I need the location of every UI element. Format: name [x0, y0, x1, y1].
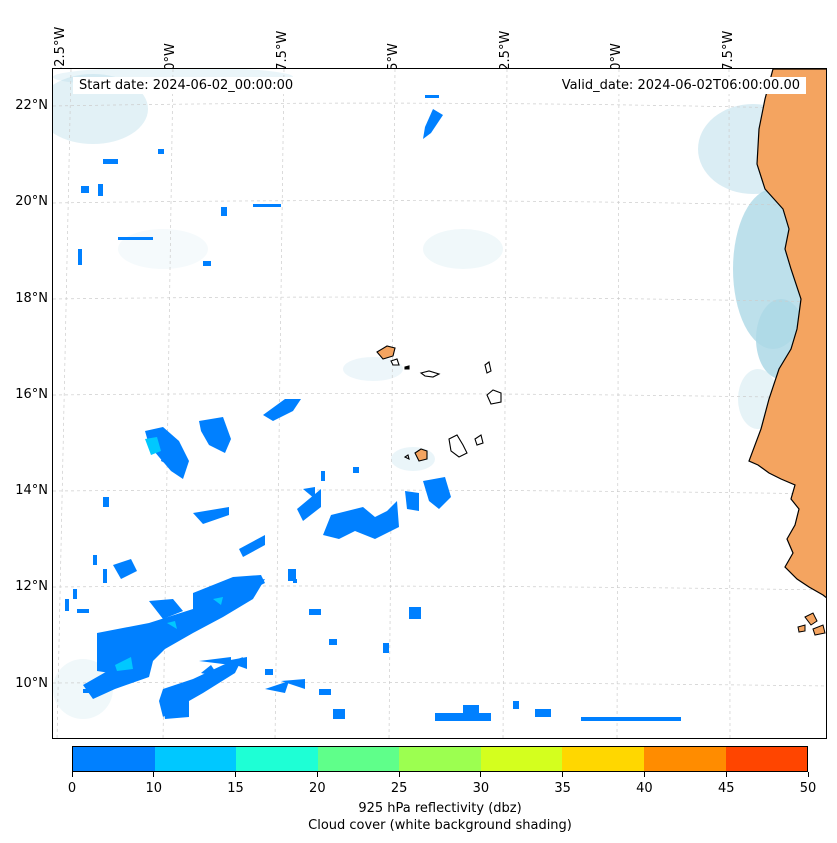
lat-label-10n: 10°N [15, 676, 48, 691]
colorbar-tick-mark [316, 772, 318, 777]
lat-label-20n: 20°N [15, 194, 48, 209]
colorbar-tick-label: 45 [717, 781, 735, 796]
colorbar-segment-20-25 [317, 747, 400, 771]
colorbar-tick-label: 50 [799, 781, 817, 796]
colorbar-tick-mark [153, 772, 155, 777]
start-date-label: Start date: 2024-06-02_00:00:00 [73, 77, 300, 94]
colorbar-tick-label: 0 [67, 781, 77, 796]
colorbar-tick-mark [71, 772, 73, 777]
cloud-cover-shading [53, 69, 813, 719]
colorbar-tick-mark [725, 772, 727, 777]
colorbar-tick-mark [562, 772, 564, 777]
colorbar-tick-mark [398, 772, 400, 777]
reflectivity-cells [65, 95, 681, 721]
colorbar-tick-label: 10 [145, 781, 163, 796]
map-canvas [53, 69, 826, 738]
reflectivity-colorbar [72, 746, 808, 772]
lat-label-12n: 12°N [15, 579, 48, 594]
colorbar-tick-label: 35 [554, 781, 571, 796]
colorbar-segment-45-50 [725, 747, 808, 771]
colorbar-segment-30-35 [480, 747, 563, 771]
lat-label-18n: 18°N [15, 291, 48, 306]
colorbar-segment-15-20 [236, 747, 318, 771]
colorbar-tick-label: 30 [472, 781, 490, 796]
colorbar-title: 925 hPa reflectivity (dbz) [358, 801, 522, 816]
lat-label-22n: 22°N [15, 98, 48, 113]
colorbar-segment-40-45 [643, 747, 726, 771]
lat-label-16n: 16°N [15, 387, 48, 402]
bissau-islands [797, 612, 826, 636]
colorbar-tick-label: 40 [636, 781, 653, 796]
colorbar-tick-mark [643, 772, 645, 777]
map-panel: Start date: 2024-06-02_00:00:00 Valid_da… [52, 68, 827, 739]
valid-date-label: Valid_date: 2024-06-02T06:00:00.00 [555, 77, 806, 94]
colorbar-tick-label: 25 [390, 781, 408, 796]
cape-verde-islands [376, 345, 502, 462]
colorbar-segment-0-10 [73, 747, 155, 771]
colorbar-tick-label: 15 [227, 781, 244, 796]
colorbar-tick-mark [235, 772, 237, 777]
colorbar-tick-label: 20 [309, 781, 326, 796]
africa-landmass [748, 69, 826, 599]
colorbar-segment-25-30 [399, 747, 481, 771]
colorbar-tick-mark [807, 772, 809, 777]
reflectivity-cells-10-15 [115, 437, 223, 671]
lat-label-14n: 14°N [15, 483, 48, 498]
colorbar-subtitle: Cloud cover (white background shading) [308, 818, 572, 833]
colorbar-tick-mark [480, 772, 482, 777]
colorbar-segment-10-15 [154, 747, 237, 771]
colorbar-segment-35-40 [562, 747, 644, 771]
